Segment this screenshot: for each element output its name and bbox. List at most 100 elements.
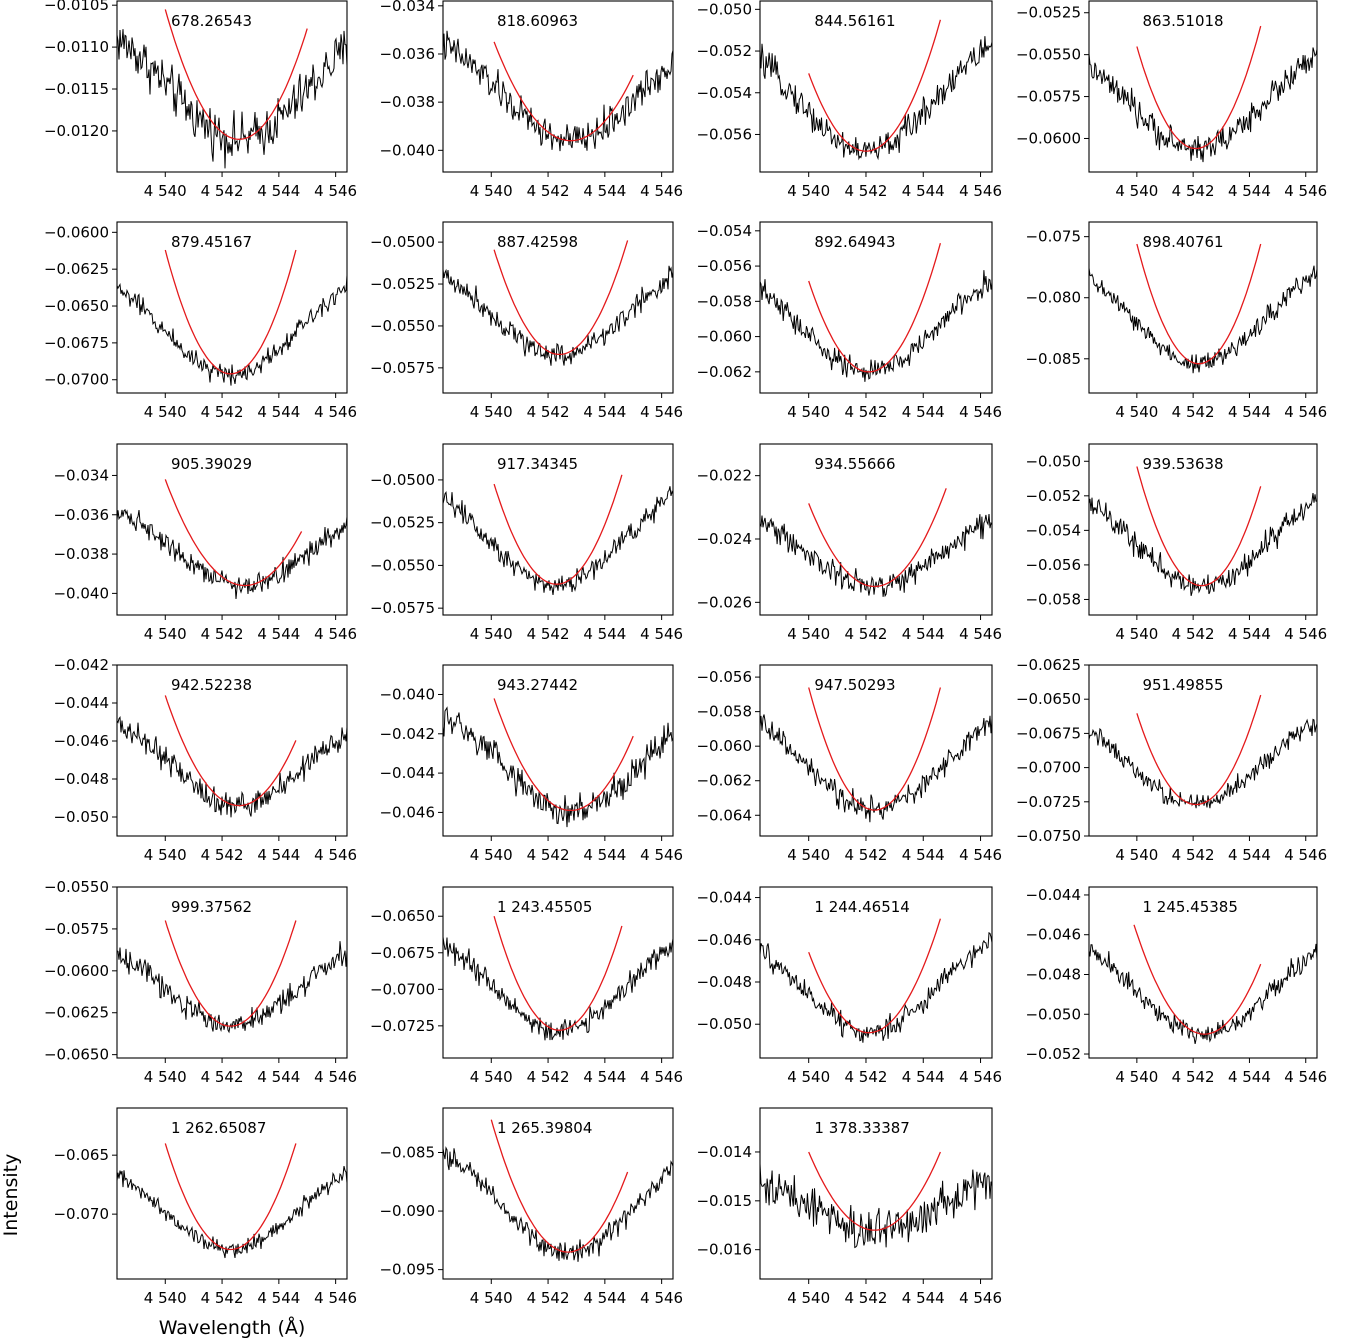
observed-spectrum-line — [443, 265, 673, 366]
panel-label: 863.51018 — [1142, 12, 1223, 30]
y-tick-label: −0.080 — [1025, 289, 1081, 307]
observed-spectrum-line — [1089, 47, 1317, 163]
x-tick-label: 4 544 — [257, 182, 300, 200]
y-tick-label: −0.0625 — [1016, 656, 1081, 674]
x-tick-label: 4 540 — [787, 403, 830, 421]
y-tick-label: −0.014 — [696, 1143, 752, 1161]
panel-label: 999.37562 — [171, 898, 252, 916]
y-tick-label: −0.038 — [379, 93, 435, 111]
y-tick-label: −0.0575 — [370, 359, 435, 377]
observed-spectrum-line — [760, 1163, 992, 1249]
spectrum-panel: −0.0105 −0.0110 −0.0115 −0.0120 4 540 4 542 4 … — [44, 0, 357, 200]
y-tick-label: −0.034 — [53, 466, 109, 484]
y-tick-label: −0.042 — [53, 656, 109, 674]
x-tick-label: 4 544 — [1228, 1068, 1271, 1086]
axes-frame — [442, 443, 674, 616]
y-tick-label: −0.036 — [379, 45, 435, 63]
y-tick-label: −0.050 — [696, 1015, 752, 1033]
axes-frame — [442, 1107, 674, 1280]
y-tick-label: −0.0525 — [370, 514, 435, 532]
x-tick-label: 4 546 — [959, 846, 1002, 864]
y-tick-label: −0.085 — [1025, 350, 1081, 368]
fit-curve-line — [164, 920, 297, 1027]
observed-spectrum-line — [443, 30, 673, 152]
panel-label: 934.55666 — [814, 455, 895, 473]
y-tick-label: −0.070 — [53, 1205, 109, 1223]
spectrum-panel: −0.0550 −0.0575 −0.0600 −0.0625 −0.0650 4 540… — [44, 878, 357, 1086]
x-tick-label: 4 544 — [1228, 182, 1271, 200]
x-tick-label: 4 542 — [527, 182, 570, 200]
panel-label: 678.26543 — [171, 12, 252, 30]
y-tick-label: −0.060 — [696, 328, 752, 346]
y-tick-label: −0.048 — [696, 973, 752, 991]
y-tick-label: −0.064 — [696, 806, 752, 824]
observed-spectrum-line — [117, 508, 347, 600]
panel-label: 1 265.39804 — [497, 1119, 592, 1137]
observed-spectrum-line — [760, 270, 992, 382]
y-tick-label: −0.046 — [53, 732, 109, 750]
x-tick-label: 4 540 — [144, 846, 187, 864]
spectrum-panel: −0.065 −0.070 4 540 4 542 4 544 4 546 1 262.65… — [53, 1107, 357, 1307]
y-tick-label: −0.040 — [379, 685, 435, 703]
panel-label: 905.39029 — [171, 455, 252, 473]
x-tick-label: 4 542 — [201, 625, 244, 643]
x-tick-label: 4 546 — [1284, 182, 1327, 200]
fit-curve-line — [1136, 466, 1262, 587]
x-tick-label: 4 546 — [640, 1289, 683, 1307]
x-tick-label: 4 546 — [1284, 1068, 1327, 1086]
y-tick-label: −0.0575 — [1016, 88, 1081, 106]
axes-frame — [442, 664, 674, 837]
y-tick-label: −0.058 — [696, 703, 752, 721]
y-tick-label: −0.054 — [696, 222, 752, 240]
panel-label: 943.27442 — [497, 676, 578, 694]
observed-spectrum-line — [760, 36, 992, 161]
axes-frame — [1088, 0, 1318, 173]
spectrum-panel: −0.014 −0.015 −0.016 4 540 4 542 4 544 4 546 1 … — [696, 1107, 1002, 1307]
x-tick-label: 4 540 — [144, 182, 187, 200]
x-tick-label: 4 542 — [844, 1068, 887, 1086]
y-tick-label: −0.0700 — [44, 371, 109, 389]
x-tick-label: 4 542 — [844, 182, 887, 200]
spectrum-panel: −0.034 −0.036 −0.038 −0.040 4 540 4 542 4 544 4… — [53, 443, 357, 643]
x-tick-label: 4 546 — [640, 846, 683, 864]
y-tick-label: −0.036 — [53, 506, 109, 524]
axes-frame — [442, 886, 674, 1059]
y-tick-label: −0.056 — [696, 125, 752, 143]
x-tick-label: 4 546 — [640, 182, 683, 200]
x-tick-label: 4 544 — [902, 1068, 945, 1086]
y-tick-label: −0.0650 — [44, 297, 109, 315]
x-tick-label: 4 540 — [787, 1289, 830, 1307]
x-tick-label: 4 544 — [257, 403, 300, 421]
y-tick-label: −0.038 — [53, 545, 109, 563]
x-tick-label: 4 540 — [1115, 625, 1158, 643]
x-tick-label: 4 546 — [959, 1068, 1002, 1086]
axes-frame — [116, 0, 348, 173]
y-tick-label: −0.050 — [696, 0, 752, 18]
y-tick-label: −0.058 — [1025, 590, 1081, 608]
y-tick-label: −0.042 — [379, 725, 435, 743]
x-tick-label: 4 546 — [314, 846, 357, 864]
fit-curve-line — [493, 240, 629, 356]
y-tick-label: −0.095 — [379, 1261, 435, 1279]
panel-label: 1 243.45505 — [497, 898, 592, 916]
axes-frame — [116, 1107, 348, 1280]
panel-label: 887.42598 — [497, 233, 578, 251]
observed-spectrum-line — [117, 941, 347, 1034]
fit-curve-line — [164, 249, 297, 375]
x-tick-label: 4 546 — [959, 182, 1002, 200]
spectrum-panel: −0.0525 −0.0550 −0.0575 −0.0600 4 540 4 542 4 … — [1016, 0, 1327, 200]
x-tick-label: 4 542 — [1172, 846, 1215, 864]
y-tick-label: −0.060 — [696, 737, 752, 755]
observed-spectrum-line — [117, 1165, 347, 1259]
x-tick-label: 4 542 — [844, 625, 887, 643]
x-tick-label: 4 540 — [787, 625, 830, 643]
y-tick-label: −0.065 — [53, 1146, 109, 1164]
panel-label: 1 378.33387 — [814, 1119, 909, 1137]
x-tick-label: 4 542 — [201, 1068, 244, 1086]
x-tick-label: 4 546 — [959, 403, 1002, 421]
y-tick-label: −0.026 — [696, 593, 752, 611]
spectrum-panel: −0.085 −0.090 −0.095 4 540 4 542 4 544 4 546 1 … — [379, 1107, 683, 1307]
x-tick-label: 4 544 — [902, 625, 945, 643]
x-tick-label: 4 542 — [1172, 403, 1215, 421]
spectrum-panel: −0.050 −0.052 −0.054 −0.056 −0.058 4 540 4 542… — [1025, 443, 1327, 643]
